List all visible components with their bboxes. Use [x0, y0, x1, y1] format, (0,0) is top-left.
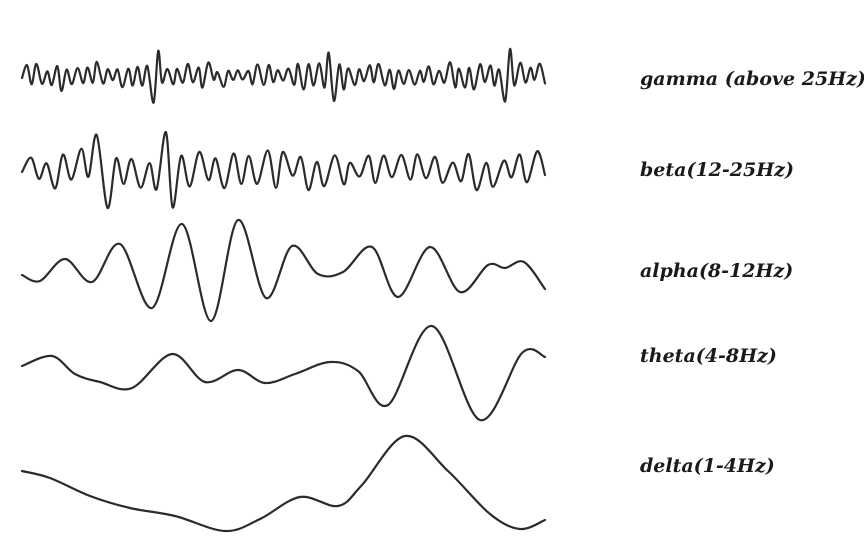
theta-label: theta(4-8Hz) [640, 345, 777, 367]
alpha-wave-trace [20, 218, 547, 323]
beta-wave-trace [20, 130, 547, 210]
alpha-label: alpha(8-12Hz) [640, 260, 794, 282]
delta-label: delta(1-4Hz) [640, 455, 775, 477]
gamma-wave-trace [20, 47, 547, 104]
theta-wave-trace [20, 324, 547, 422]
beta-label: beta(12-25Hz) [640, 159, 794, 181]
delta-wave-trace [20, 434, 547, 533]
gamma-label: gamma (above 25Hz) [640, 68, 864, 90]
